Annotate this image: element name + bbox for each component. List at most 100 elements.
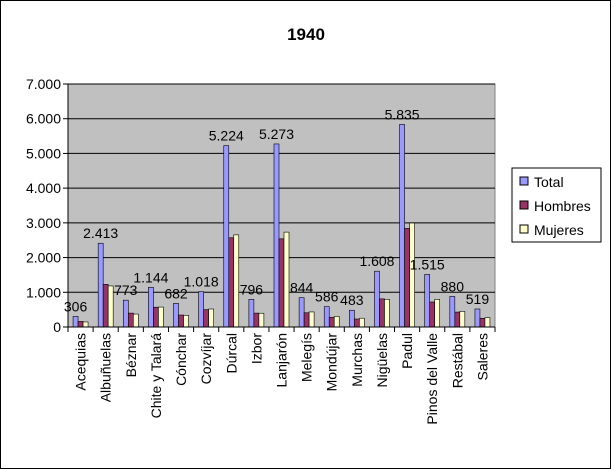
bar-total — [248, 299, 255, 328]
data-label: 5.224 — [209, 128, 244, 144]
legend-swatch-total — [519, 176, 529, 186]
data-label: 5.273 — [259, 126, 294, 142]
chart-title: 1940 — [287, 25, 325, 44]
data-label: 519 — [466, 291, 490, 307]
x-tick-label: Pinos del Valle — [424, 333, 440, 425]
y-tick-label: 4.000 — [26, 180, 61, 196]
legend: Total Hombres Mujeres — [511, 167, 602, 243]
data-label: 880 — [441, 278, 465, 294]
x-tick-label: Acequias — [73, 333, 89, 391]
bar-total — [449, 296, 456, 328]
x-tick-label: Albuñuelas — [98, 333, 114, 402]
bar-hombres — [354, 318, 360, 328]
data-label: 1.018 — [184, 274, 219, 290]
y-tick-label: 0 — [53, 319, 61, 335]
bar-mujeres — [434, 299, 441, 328]
x-tick-label: Mondújar — [324, 333, 340, 392]
data-label: 2.413 — [83, 225, 118, 241]
bar-total — [349, 309, 355, 328]
bar-total — [424, 274, 431, 328]
bar-hombres — [203, 309, 209, 328]
bar-total — [198, 291, 204, 328]
bar-mujeres — [82, 321, 89, 328]
y-axis: 0 1.000 2.000 3.000 4.000 5.000 6.000 7.000 — [26, 76, 69, 335]
y-tick-label: 7.000 — [26, 76, 61, 92]
x-tick-label: Melegís — [299, 333, 315, 382]
bar-hombres — [328, 316, 335, 328]
x-tick-label: Lanjarón — [274, 333, 290, 388]
data-label: 796 — [240, 281, 264, 297]
bar-total — [72, 316, 79, 328]
x-tick-label: Cozvíjar — [198, 333, 214, 385]
data-label: 1.515 — [410, 256, 445, 272]
y-tick-label: 3.000 — [26, 215, 61, 231]
bar-mujeres — [459, 311, 466, 328]
bar-hombres — [153, 306, 159, 328]
bar-total — [298, 297, 305, 328]
bar-mujeres — [384, 298, 390, 328]
data-label: 773 — [114, 282, 138, 298]
x-tick-label: Nigüelas — [374, 333, 390, 387]
y-tick-label: 5.000 — [26, 145, 61, 161]
x-tick-label: Dúrcal — [223, 333, 239, 373]
y-tick-label: 6.000 — [26, 111, 61, 127]
bar-hombres — [454, 311, 461, 328]
bar-total — [374, 270, 380, 328]
bar-mujeres — [132, 313, 139, 328]
data-label: 1.144 — [133, 269, 168, 285]
bar-mujeres — [183, 315, 189, 328]
data-label: 1.608 — [359, 253, 394, 269]
x-axis: Acequias Albuñuelas Béznar Chite y Talará Có… — [67, 326, 496, 425]
data-label: 483 — [340, 292, 364, 308]
bar-hombres — [303, 312, 310, 328]
bar-total — [474, 308, 481, 328]
x-tick-label: Saleres — [474, 333, 490, 380]
legend-swatch-mujeres — [519, 224, 529, 234]
data-label: 586 — [315, 289, 339, 305]
bar-mujeres — [283, 231, 290, 328]
x-tick-label: Murchas — [349, 333, 365, 387]
bar-hombres — [127, 312, 134, 328]
bar-total — [223, 145, 230, 328]
x-tick-label: Béznar — [123, 333, 139, 378]
x-tick-label: Izbor — [248, 333, 264, 364]
x-tick-label: Chite y Talará — [148, 333, 164, 419]
data-label: 844 — [290, 280, 314, 296]
data-label: 5.835 — [385, 106, 420, 122]
bar-total — [122, 299, 129, 328]
legend-label-total: Total — [534, 174, 564, 190]
bar-mujeres — [484, 317, 491, 328]
bar-mujeres — [158, 306, 164, 328]
bar-mujeres — [308, 311, 315, 328]
x-tick-label: Cónchar — [173, 333, 189, 386]
bar-total — [399, 124, 405, 328]
bar-mujeres — [258, 312, 265, 328]
bar-mujeres — [359, 317, 365, 328]
legend-label-hombres: Hombres — [534, 198, 591, 214]
bar-hombres — [253, 312, 260, 328]
bar-total — [97, 242, 104, 328]
x-tick-label: Padul — [399, 333, 415, 369]
bar-hombres — [102, 284, 109, 328]
bar-total — [173, 303, 179, 328]
bar-hombres — [278, 238, 285, 328]
bar-total — [148, 286, 154, 328]
data-label: 682 — [164, 285, 188, 301]
bar-hombres — [429, 301, 436, 328]
y-tick-label: 2.000 — [26, 250, 61, 266]
bar-mujeres — [107, 285, 114, 328]
bar-hombres — [404, 228, 410, 328]
legend-label-mujeres: Mujeres — [534, 222, 584, 238]
x-tick-label: Restábal — [449, 333, 465, 388]
bar-hombres — [178, 314, 184, 328]
data-label: 306 — [64, 298, 88, 314]
bar-hombres — [479, 318, 486, 328]
bar-hombres — [228, 237, 235, 328]
bar-hombres — [77, 321, 84, 328]
bar-total — [323, 306, 330, 328]
bar-mujeres — [333, 316, 340, 328]
bar-mujeres — [233, 234, 240, 328]
